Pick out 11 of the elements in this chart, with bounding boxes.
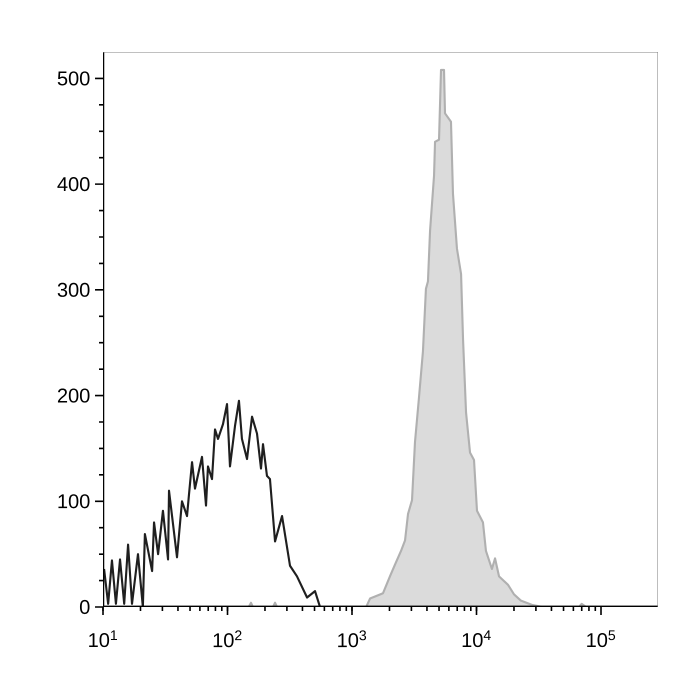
y-tick-label: 400 xyxy=(57,177,90,192)
x-tick-label: 10$^{1}$ xyxy=(89,630,117,648)
y-tick-label: 500 xyxy=(58,71,90,86)
x-tick-label: 10$^{2}$ xyxy=(214,630,242,648)
x-tick-label: 10$^{3}$ xyxy=(338,630,366,648)
y-tick-label: 0 xyxy=(80,600,90,614)
y-tick-label: 100 xyxy=(58,494,90,508)
x-tick-label: 10$^{5}$ xyxy=(587,630,616,648)
y-tick-label: 200 xyxy=(58,388,90,403)
x-tick-label: 10$^{4}$ xyxy=(462,630,491,648)
y-tick-label: 300 xyxy=(58,282,90,297)
